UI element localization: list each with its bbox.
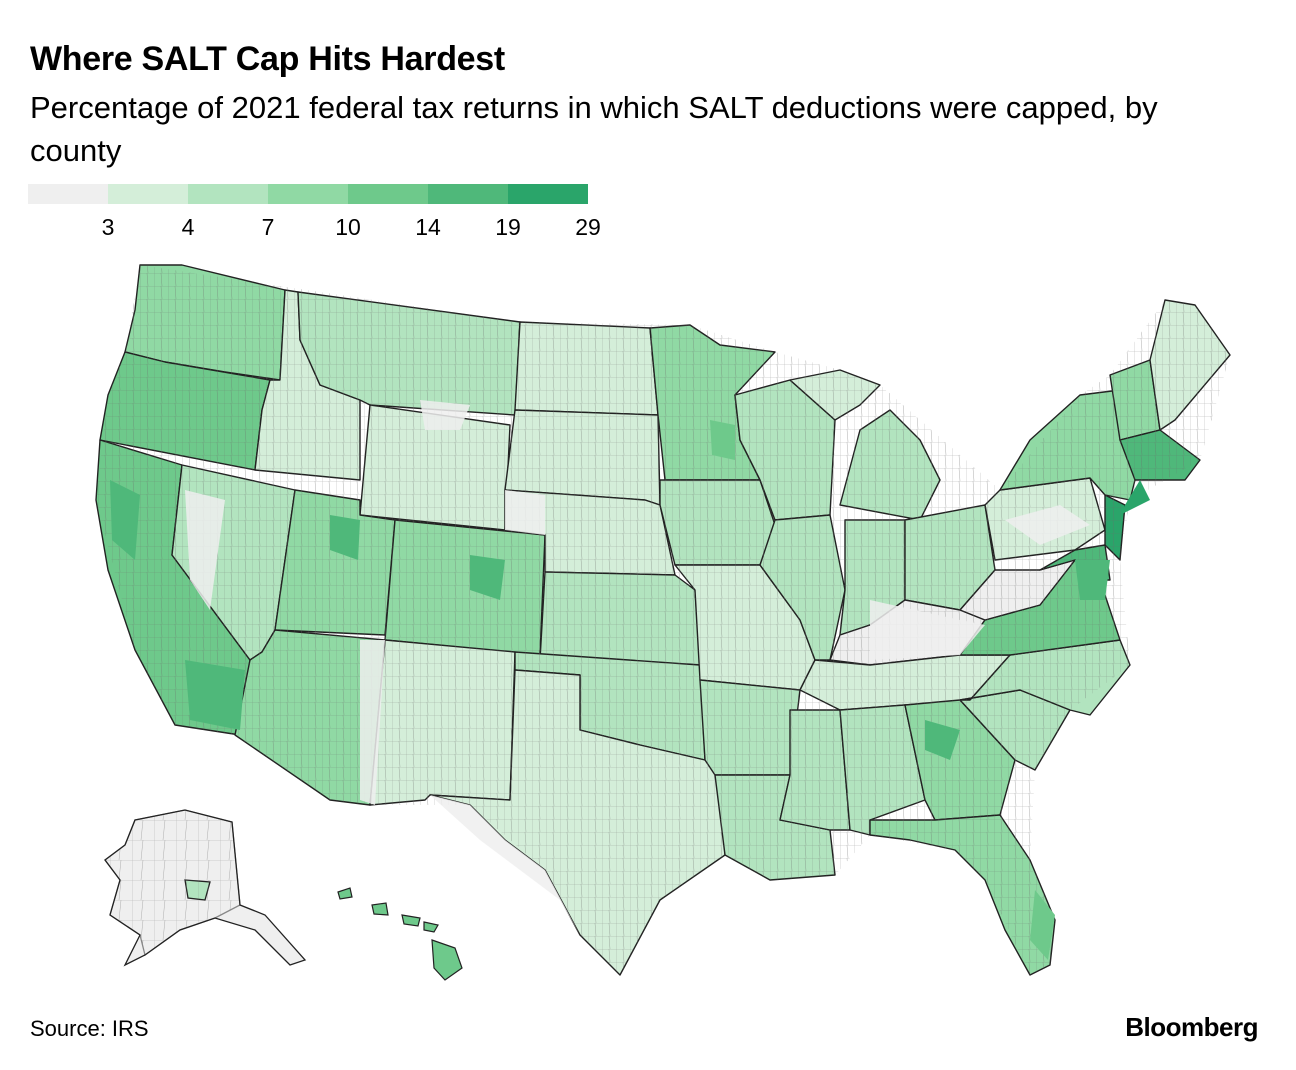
source-note: Source: IRS bbox=[30, 1016, 149, 1041]
legend-tick-7: 7 bbox=[261, 214, 275, 240]
county-texture bbox=[96, 265, 1230, 975]
chart-subtitle: Percentage of 2021 federal tax returns i… bbox=[30, 90, 1158, 168]
color-legend: 3 4 7 10 14 19 29 bbox=[28, 184, 601, 244]
legend-tick-10: 10 bbox=[335, 214, 361, 240]
low-share-patches bbox=[185, 400, 1090, 935]
legend-tick-29: 29 bbox=[575, 214, 601, 240]
state-alaska bbox=[104, 809, 307, 967]
chart-title: Where SALT Cap Hits Hardest bbox=[30, 40, 505, 78]
legend-tick-14: 14 bbox=[415, 214, 441, 240]
legend-swatch-3 bbox=[188, 184, 268, 204]
us-county-map bbox=[95, 264, 1231, 981]
high-share-patches bbox=[110, 420, 1150, 960]
legend-tick-3: 3 bbox=[101, 214, 115, 240]
legend-swatch-7 bbox=[508, 184, 588, 204]
legend-swatch-4 bbox=[268, 184, 348, 204]
legend-bar bbox=[28, 184, 588, 204]
legend-tick-4: 4 bbox=[181, 214, 195, 240]
legend-swatch-1 bbox=[28, 184, 108, 204]
legend-swatch-2 bbox=[108, 184, 188, 204]
bloomberg-logo: Bloomberg bbox=[1125, 1012, 1258, 1042]
state-hawaii bbox=[337, 887, 463, 981]
legend-swatch-5 bbox=[348, 184, 428, 204]
legend-swatch-6 bbox=[428, 184, 508, 204]
legend-tick-19: 19 bbox=[495, 214, 521, 240]
